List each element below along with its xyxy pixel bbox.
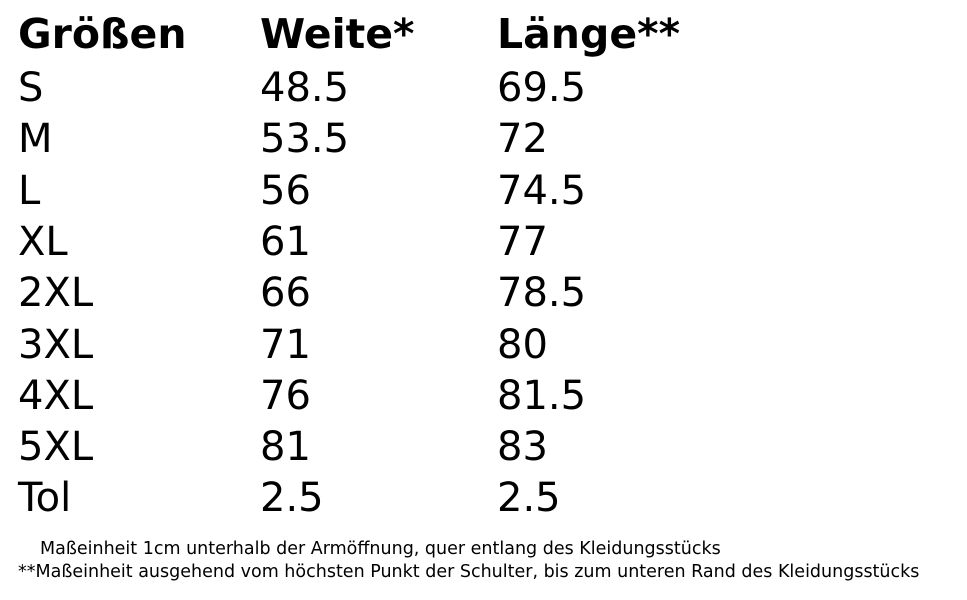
table-cell: 77 bbox=[497, 218, 548, 265]
table-cell: 81.5 bbox=[497, 372, 587, 419]
table-cell: 2XL bbox=[18, 270, 94, 317]
footnote: Maßeinheit 1cm unterhalb der Armöffnung,… bbox=[40, 539, 721, 559]
table-cell: 69.5 bbox=[497, 65, 587, 111]
table-cell: 72 bbox=[497, 116, 548, 163]
column-header: Größen bbox=[18, 10, 187, 58]
table-cell: XL bbox=[18, 218, 68, 265]
table-cell: 71 bbox=[260, 321, 311, 368]
table-cell: 78.5 bbox=[497, 270, 587, 317]
table-cell: 2.5 bbox=[497, 475, 561, 522]
table-cell: 48.5 bbox=[260, 65, 350, 111]
table-cell: 61 bbox=[260, 218, 311, 265]
table-cell: 76 bbox=[260, 372, 311, 419]
table-cell: 81 bbox=[260, 424, 311, 471]
table-cell: 3XL bbox=[18, 321, 94, 368]
table-cell: 66 bbox=[260, 270, 311, 317]
table-cell: 83 bbox=[497, 424, 548, 471]
table-cell: L bbox=[18, 167, 41, 214]
table-cell: 2.5 bbox=[260, 475, 324, 522]
table-cell: 56 bbox=[260, 167, 311, 214]
table-cell: 5XL bbox=[18, 424, 94, 471]
column-header: Weite* bbox=[260, 10, 415, 58]
table-cell: 4XL bbox=[18, 372, 94, 419]
table-cell: 74.5 bbox=[497, 167, 587, 214]
table-cell: 53.5 bbox=[260, 116, 350, 163]
table-cell: M bbox=[18, 116, 53, 163]
column-header: Länge** bbox=[497, 10, 681, 58]
table-cell: Tol bbox=[18, 475, 72, 522]
table-cell: S bbox=[18, 65, 44, 111]
table-cell: 80 bbox=[497, 321, 548, 368]
footnote: **Maßeinheit ausgehend vom höchsten Punk… bbox=[18, 562, 920, 582]
